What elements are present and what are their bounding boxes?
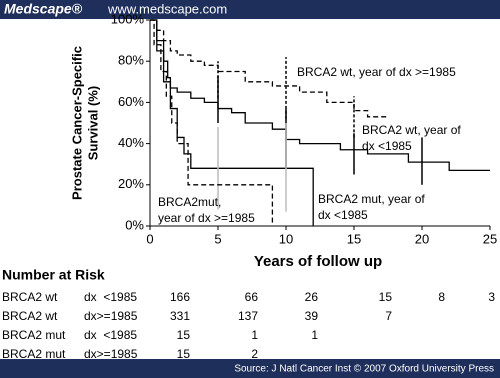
x-tick-label: 15 bbox=[347, 231, 361, 246]
source: Source: J Natl Cancer Inst © 2007 Oxford… bbox=[234, 364, 494, 375]
risk-title: Number at Risk bbox=[2, 267, 105, 283]
risk-subgroup: dx>=1985 bbox=[84, 347, 138, 361]
risk-count: 15 bbox=[379, 290, 393, 304]
y-axis-label: Prostate Cancer-Specific bbox=[69, 46, 84, 200]
risk-count: 1 bbox=[311, 328, 318, 342]
annotation: dx <1985 bbox=[362, 139, 412, 153]
y-tick-label: 20% bbox=[118, 176, 144, 191]
survival-curve bbox=[150, 19, 490, 172]
y-axis-label: Survival (%) bbox=[85, 86, 100, 160]
x-axis-label: Years of follow up bbox=[254, 253, 382, 270]
risk-group: BRCA2 wt bbox=[2, 290, 58, 304]
risk-count: 7 bbox=[385, 309, 392, 323]
annotation: dx <1985 bbox=[318, 208, 368, 222]
y-tick-label: 100% bbox=[111, 11, 145, 26]
url: www.medscape.com bbox=[107, 1, 227, 16]
y-tick-label: 40% bbox=[118, 135, 144, 150]
annotation: year of dx >=1985 bbox=[158, 211, 255, 225]
risk-count: 3 bbox=[488, 290, 495, 304]
y-tick-label: 60% bbox=[118, 94, 144, 109]
risk-count: 166 bbox=[170, 290, 190, 304]
risk-count: 15 bbox=[177, 328, 191, 342]
x-tick-label: 0 bbox=[146, 231, 153, 246]
risk-subgroup: dx <1985 bbox=[84, 290, 137, 304]
risk-count: 331 bbox=[170, 309, 190, 323]
footer-bar bbox=[0, 359, 500, 378]
risk-count: 66 bbox=[245, 290, 259, 304]
risk-count: 15 bbox=[177, 347, 191, 361]
survival-curve bbox=[150, 19, 274, 226]
annotation: BRCA2 wt, year of bbox=[362, 123, 461, 137]
x-tick-label: 20 bbox=[415, 231, 429, 246]
survival-curve bbox=[150, 19, 314, 226]
risk-count: 137 bbox=[238, 309, 258, 323]
header-bar bbox=[0, 0, 500, 19]
survival-curve bbox=[150, 19, 388, 118]
annotation: BRCA2 wt, year of dx >=1985 bbox=[297, 65, 456, 79]
logo: Medscape® bbox=[4, 1, 83, 17]
risk-subgroup: dx>=1985 bbox=[84, 309, 138, 323]
annotation: BRCA2 mut, year of bbox=[318, 192, 425, 206]
risk-count: 26 bbox=[305, 290, 319, 304]
annotation: BRCA2mut, bbox=[158, 195, 221, 209]
risk-subgroup: dx <1985 bbox=[84, 328, 137, 342]
y-tick-label: 80% bbox=[118, 53, 144, 68]
y-tick-label: 0% bbox=[125, 217, 144, 232]
x-tick-label: 25 bbox=[483, 231, 497, 246]
risk-count: 2 bbox=[251, 347, 258, 361]
risk-group: BRCA2 mut bbox=[2, 347, 66, 361]
risk-count: 1 bbox=[251, 328, 258, 342]
risk-count: 39 bbox=[305, 309, 319, 323]
risk-group: BRCA2 mut bbox=[2, 328, 66, 342]
risk-count: 8 bbox=[438, 290, 445, 304]
risk-group: BRCA2 wt bbox=[2, 309, 58, 323]
x-tick-label: 5 bbox=[214, 231, 221, 246]
x-tick-label: 10 bbox=[279, 231, 293, 246]
